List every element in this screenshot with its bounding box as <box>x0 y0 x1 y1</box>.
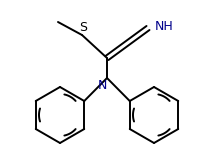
Text: S: S <box>79 21 87 34</box>
Text: NH: NH <box>155 19 174 32</box>
Text: N: N <box>97 79 107 92</box>
